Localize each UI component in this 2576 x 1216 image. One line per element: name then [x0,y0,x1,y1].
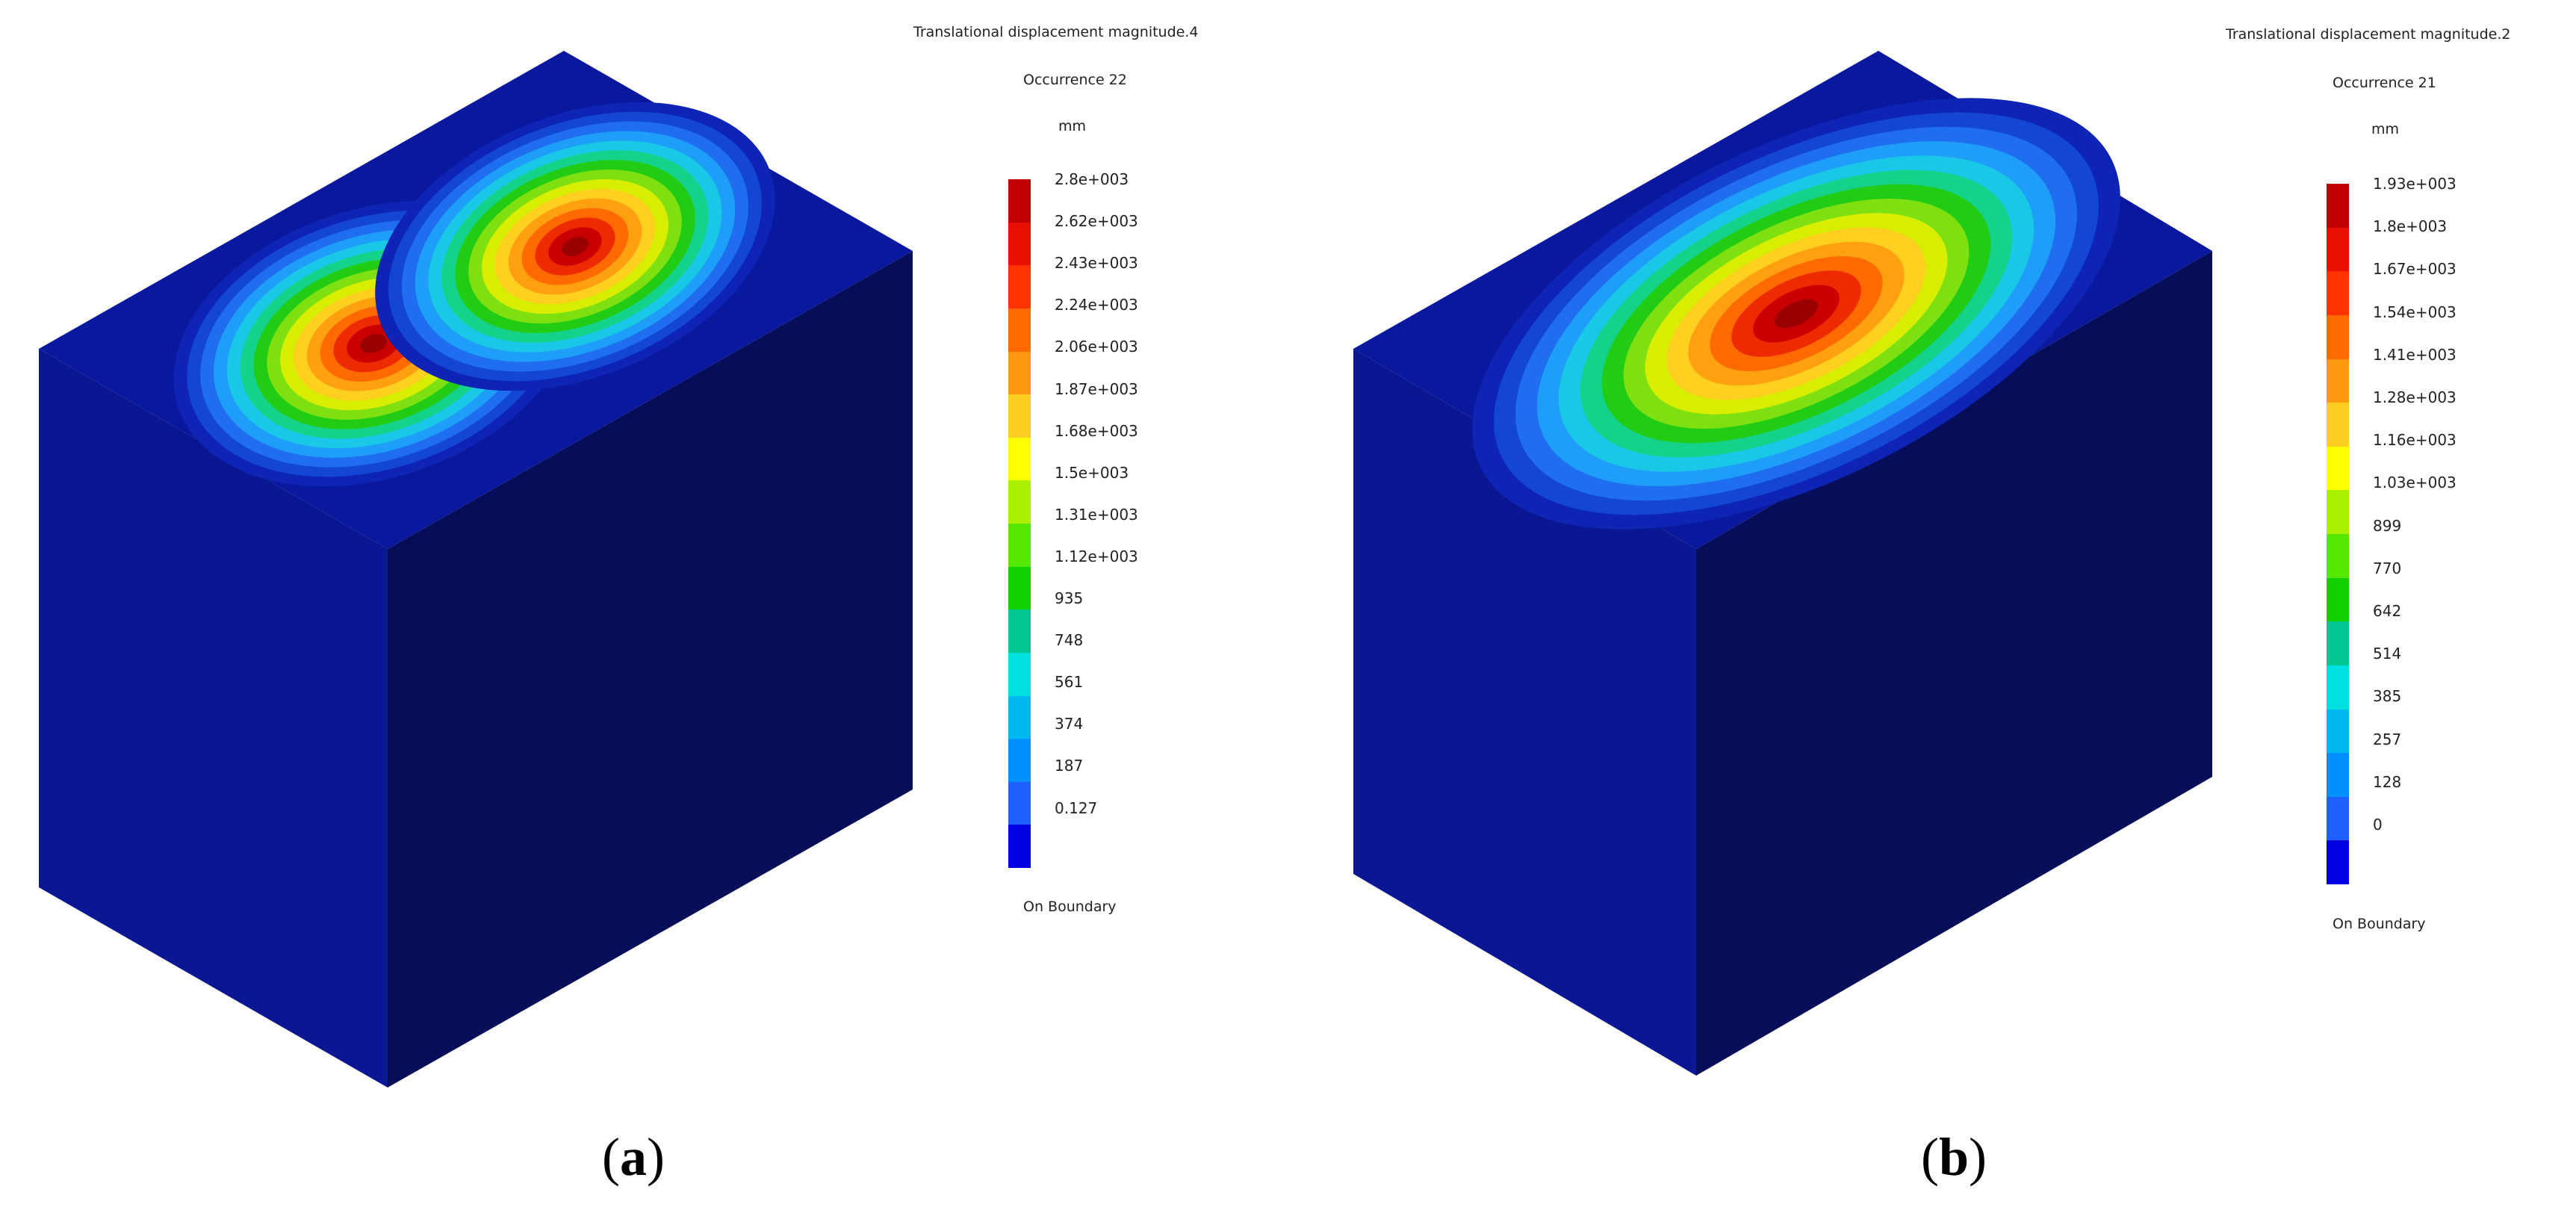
tick-label: 1.31e+003 [1055,505,1138,524]
tick-label: 1.8e+003 [2373,217,2448,236]
displacement-cube-b [1353,51,2212,1076]
color-bar-segment [1008,739,1031,782]
legend-unit: mm [2371,121,2400,137]
color-bar-segment [1008,437,1031,481]
color-bar-segment [1008,609,1031,653]
tick-label: 1.68e+003 [1055,421,1138,440]
tick-label: 385 [2373,687,2402,706]
color-bar-segment [1008,566,1031,610]
cube-right-face [388,251,913,1088]
color-bar-segment [2327,796,2349,841]
color-bar-segment [2327,665,2349,710]
tick-label: 2.62e+003 [1055,212,1138,231]
color-bar-segment [1008,781,1031,825]
legend-subtitle: Occurrence 21 [2333,75,2436,91]
tick-label: 2.24e+003 [1055,296,1138,314]
color-bar-segment [2327,840,2349,884]
color-bar-segment [2327,534,2349,578]
color-bar-b [2327,184,2349,884]
cube-right-face [1696,251,2212,1076]
tick-label: 0.127 [1055,798,1098,817]
color-bar-segment [1008,308,1031,352]
label-close-paren: ) [1969,1127,1987,1187]
contour-band [360,334,387,353]
cube-left-face [1353,349,1696,1076]
tick-label: 2.43e+003 [1055,254,1138,273]
color-bar-segment [1008,265,1031,308]
tick-label: 1.87e+003 [1055,379,1138,398]
legend-b: Translational displacement magnitude.2 O… [2207,0,2576,986]
panel-label-b: (b) [1921,1126,1987,1188]
tick-label: 2.06e+003 [1055,338,1138,356]
color-bar-a [1008,179,1031,868]
tick-label: 1.28e+003 [2373,388,2456,406]
legend-title: Translational displacement magnitude.4 [913,24,1199,40]
tick-label: 770 [2373,559,2402,577]
color-bar-segment [2327,753,2349,797]
cube-left-face [39,349,388,1088]
legend-a: Translational displacement magnitude.4 O… [881,0,1285,971]
color-bar-segment [1008,524,1031,567]
contour-band [562,237,589,256]
tick-label: 748 [1055,631,1084,650]
tick-label: 1.03e+003 [2373,474,2456,492]
contour-plot-a [173,102,775,487]
contour-plot-b [1472,98,2120,530]
color-bar-segment [2327,314,2349,359]
tick-label: 374 [1055,715,1084,733]
tick-label: 0 [2373,816,2383,834]
legend-title: Translational displacement magnitude.2 [2226,26,2511,43]
color-bar-segment [2327,184,2349,228]
color-bar-segment [1008,351,1031,395]
label-letter: a [619,1127,647,1187]
tick-label: 561 [1055,673,1084,692]
color-bar-segment [2327,490,2349,534]
label-open-paren: ( [602,1127,620,1187]
label-close-paren: ) [646,1127,665,1187]
color-bar-segment [2327,621,2349,666]
color-bar-segment [1008,394,1031,438]
displacement-cube-a [39,51,913,1088]
tick-label: 1.93e+003 [2373,175,2456,193]
tick-label: 935 [1055,589,1084,607]
color-bar-segment [1008,222,1031,266]
color-bar-segment [2327,359,2349,403]
tick-label: 899 [2373,516,2402,535]
color-bar-segment [2327,709,2349,754]
tick-label: 1.12e+003 [1055,547,1138,565]
color-bar-segment [2327,446,2349,491]
color-bar-segment [1008,179,1031,223]
tick-label: 128 [2373,772,2402,791]
color-bar-segment [2327,403,2349,447]
tick-label: 514 [2373,645,2402,663]
tick-label: 1.5e+003 [1055,463,1129,482]
color-bar-segment [1008,825,1031,868]
color-bar-segment [1008,695,1031,739]
color-bar-segment [2327,271,2349,315]
tick-label: 1.16e+003 [2373,431,2456,450]
color-bar-segment [2327,577,2349,622]
tick-label: 1.54e+003 [2373,303,2456,321]
tick-label: 642 [2373,602,2402,620]
label-open-paren: ( [1921,1127,1939,1187]
tick-label: 1.67e+003 [2373,260,2456,279]
legend-footer: On Boundary [1023,899,1117,915]
color-bar-segment [2327,227,2349,272]
legend-footer: On Boundary [2333,916,2426,932]
legend-unit: mm [1058,118,1087,134]
label-letter: b [1938,1127,1970,1187]
panel-a: Translational displacement magnitude.4 O… [0,0,1285,1216]
tick-label: 187 [1055,757,1084,775]
tick-label: 2.8e+003 [1055,170,1129,188]
contour-band [1775,299,1818,329]
panel-label-a: (a) [602,1126,665,1188]
panel-b: Translational displacement magnitude.2 O… [1315,0,2576,1216]
tick-label: 1.41e+003 [2373,345,2456,364]
color-bar-segment [1008,480,1031,524]
color-bar-segment [1008,652,1031,696]
tick-label: 257 [2373,730,2402,748]
legend-subtitle: Occurrence 22 [1023,72,1127,88]
